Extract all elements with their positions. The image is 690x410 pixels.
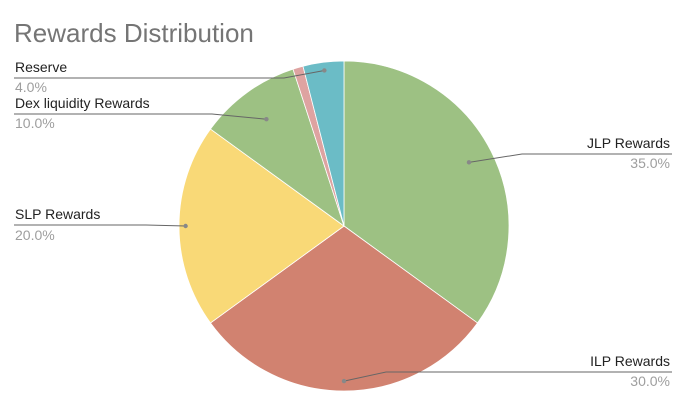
leader-line-jlp-rewards xyxy=(468,153,672,163)
slice-value-slp-rewards: 20.0% xyxy=(15,227,55,243)
leader-dot-reserve xyxy=(322,68,327,73)
leader-line-slp-rewards xyxy=(14,224,186,227)
slice-label-ilp-rewards: ILP Rewards xyxy=(590,353,670,369)
pie-slices xyxy=(178,60,510,392)
slice-label-slp-rewards: SLP Rewards xyxy=(15,206,100,222)
slice-value-jlp-rewards: 35.0% xyxy=(630,155,670,171)
leader-dot-jlp-rewards xyxy=(466,160,472,165)
leader-line-ilp-rewards xyxy=(343,371,672,382)
chart-title: Rewards Distribution xyxy=(14,18,254,48)
leader-line-dex-liquidity-rewards xyxy=(14,113,267,120)
leader-dot-dex-liquidity-rewards xyxy=(264,117,269,122)
slice-labels: JLP Rewards 35.0% ILP Rewards 30.0% SLP Rewa… xyxy=(15,59,670,389)
slice-label-reserve: Reserve xyxy=(15,59,67,75)
slice-label-dex-liquidity-rewards: Dex liquidity Rewards xyxy=(15,95,150,111)
pie-slice-dex-liquidity-rewards xyxy=(209,68,345,228)
leader-dot-ilp-rewards xyxy=(341,378,347,384)
slice-value-dex-liquidity-rewards: 10.0% xyxy=(15,115,55,131)
leader-line-reserve xyxy=(14,69,325,79)
leader-dot-slp-rewards xyxy=(183,223,188,229)
leader-lines xyxy=(14,68,672,384)
pie-slice-reserve xyxy=(302,60,345,227)
pie-slice-ilp-rewards xyxy=(209,225,479,392)
pie-slice-jlp-rewards xyxy=(343,60,510,324)
slice-label-jlp-rewards: JLP Rewards xyxy=(587,135,670,151)
slice-value-reserve: 4.0% xyxy=(15,79,47,95)
slice-value-ilp-rewards: 30.0% xyxy=(630,373,670,389)
